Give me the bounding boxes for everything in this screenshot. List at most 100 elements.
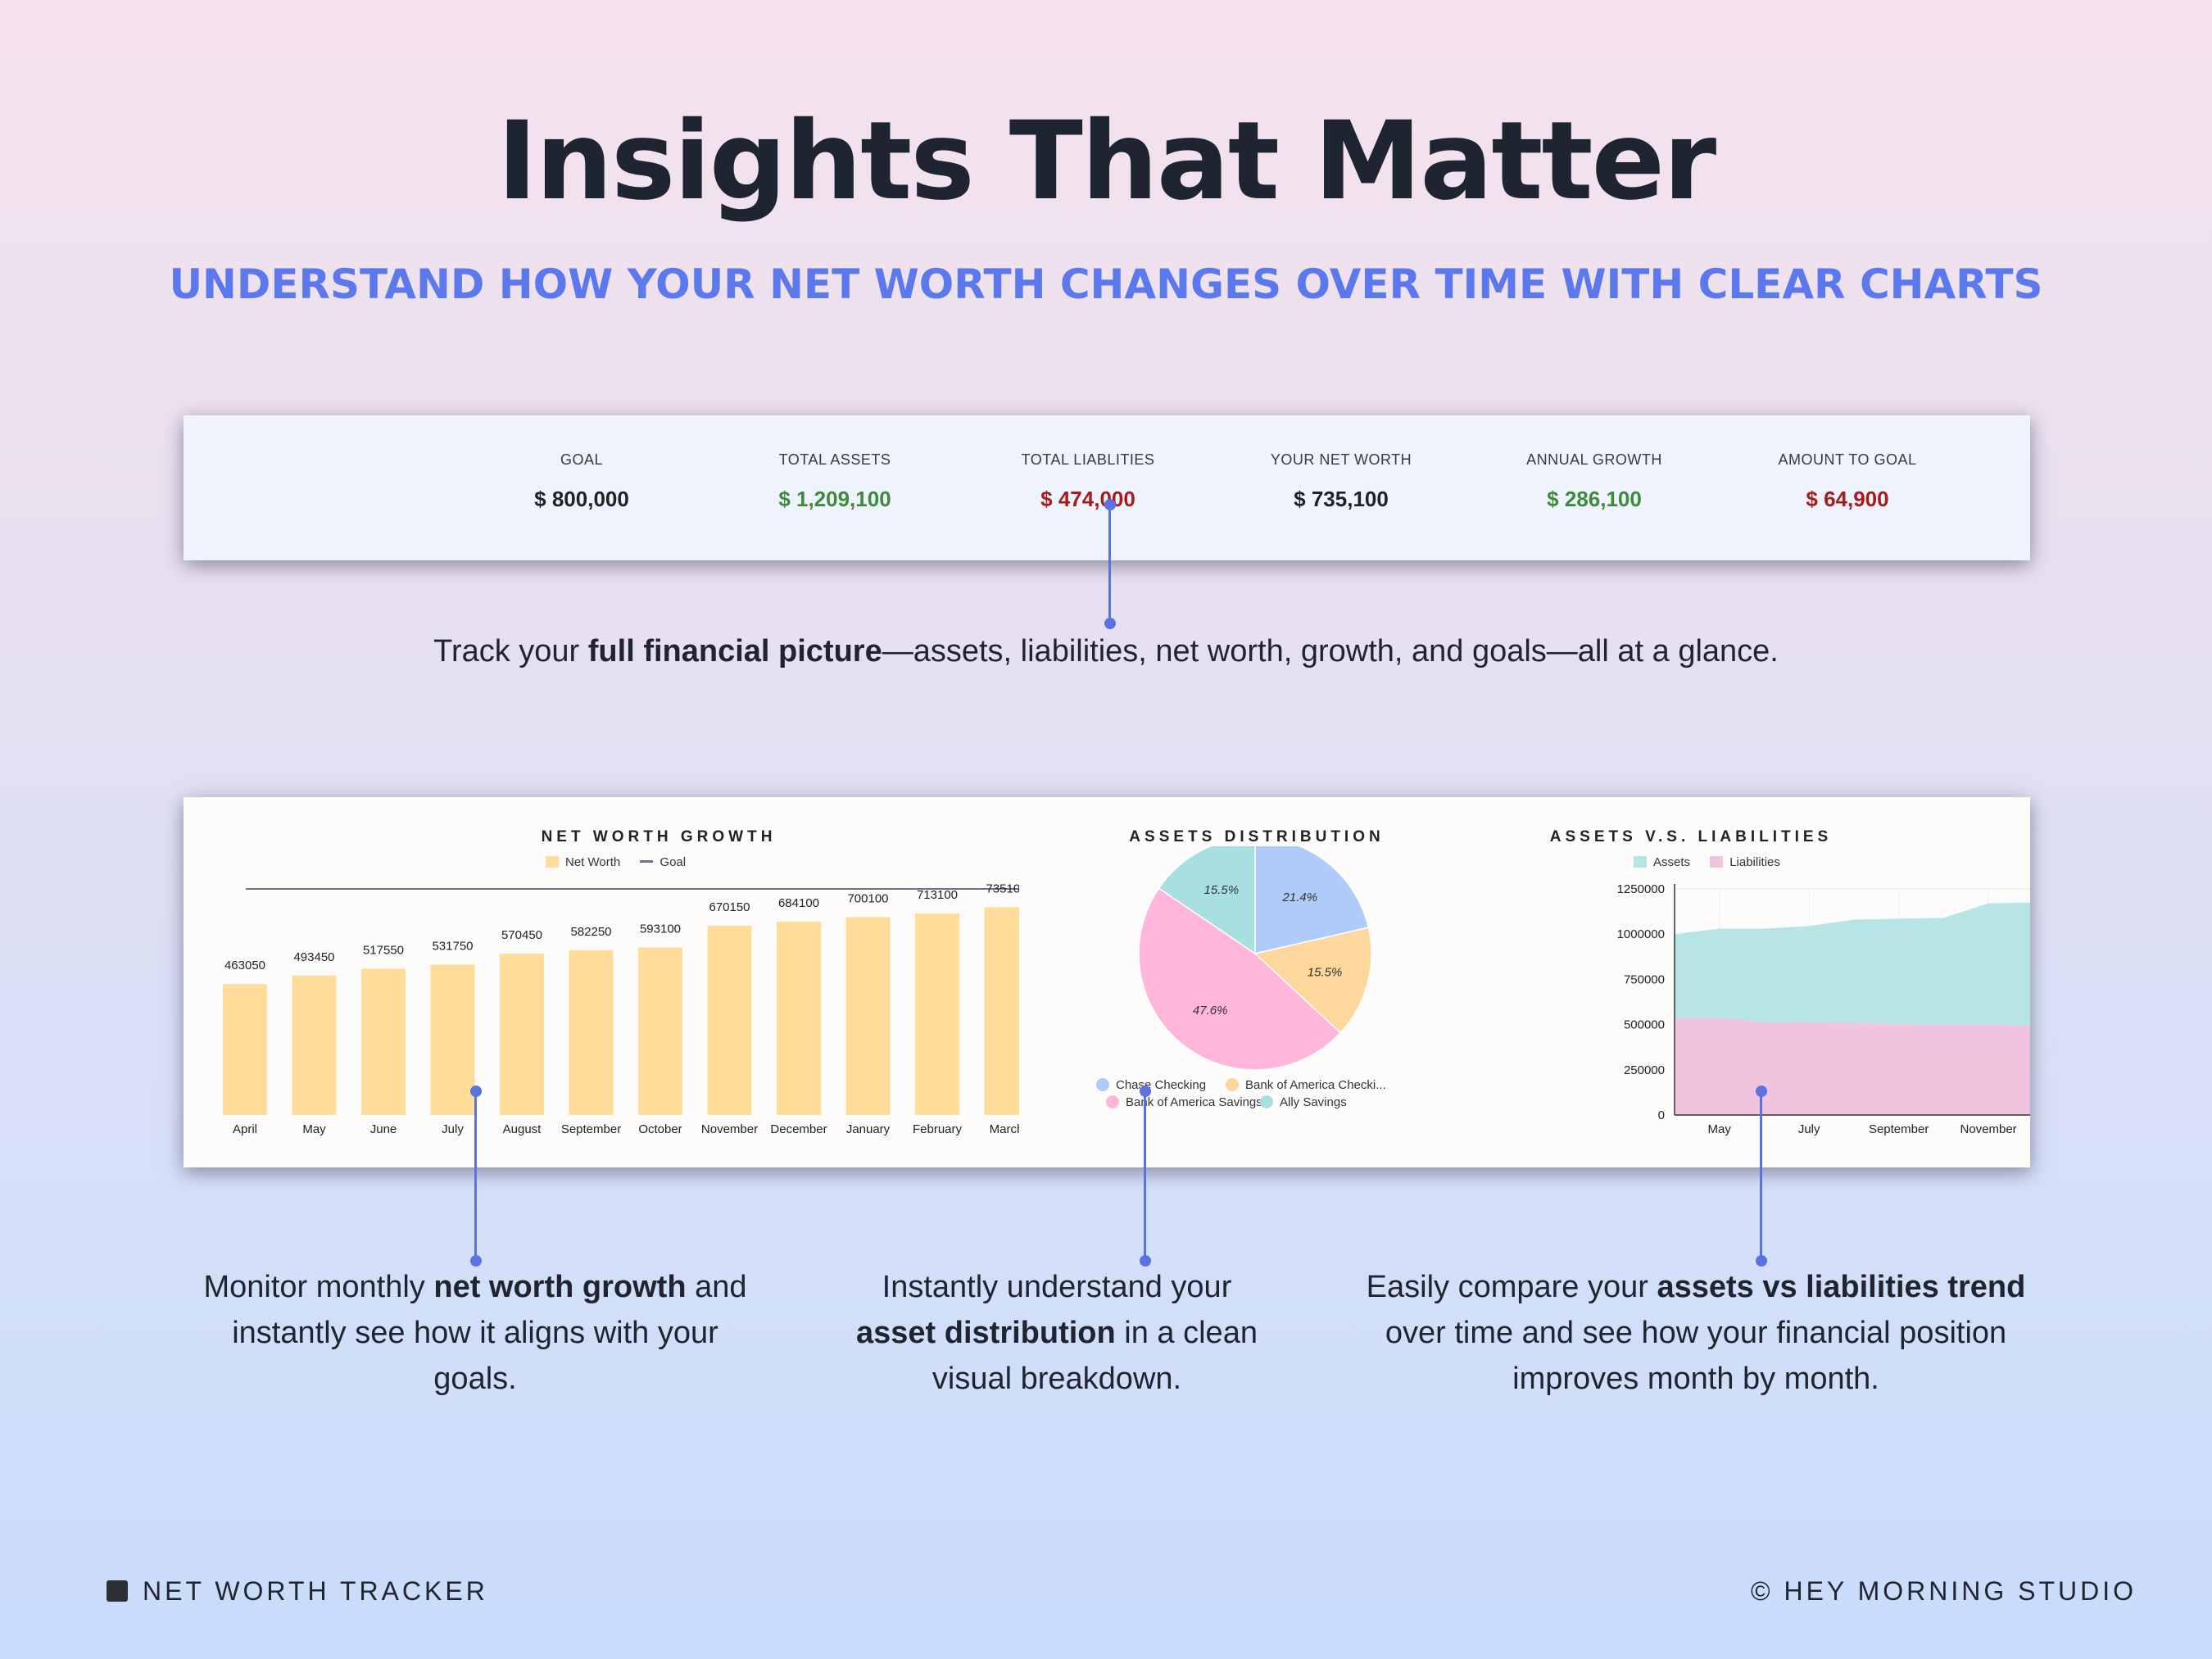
footer-copyright: © HEY MORNING STUDIO [1750, 1576, 2137, 1606]
x-tick-label: June [370, 1122, 397, 1136]
kpi-label: GOAL [560, 451, 604, 468]
caption-text: Monitor monthly [203, 1270, 434, 1304]
legend-dot [1106, 1095, 1119, 1108]
assets-distribution-title: ASSETS DISTRIBUTION [1129, 828, 1385, 845]
legend-dot [1096, 1078, 1109, 1091]
assets-area [1675, 902, 2030, 1027]
page-title: Insights That Matter [496, 98, 1716, 224]
bar [430, 964, 475, 1115]
pie-slice-label: 15.5% [1204, 883, 1240, 897]
bar-value-label: 735100 [986, 882, 1019, 895]
callout-dot [1104, 618, 1116, 629]
caption-text: Track your [433, 634, 588, 669]
caption-text: and instantly see how it aligns with you… [232, 1270, 747, 1396]
legend-swatch [640, 860, 654, 863]
callout-line [1144, 1091, 1146, 1261]
assets-pie-chart: 21.4% 15.5% 47.6% 15.5% Chase Checking Bank o… [1096, 846, 1386, 1109]
bar-value-label: 570450 [501, 928, 542, 942]
caption-text: —assets, liabilities, net worth, growth,… [882, 634, 1779, 669]
legend-dot [1260, 1095, 1273, 1108]
y-tick-label: 1250000 [1617, 882, 1665, 896]
assets-liabilities-area-chart: 0 250000 500000 750000 1000000 1250000 May July… [1617, 882, 2030, 1136]
x-tick-label: July [442, 1122, 464, 1136]
kpi-caption: Track your full financial picture—assets… [164, 628, 2048, 674]
legend-label: Assets [1653, 855, 1691, 869]
growth-caption: Monitor monthly net worth growth and ins… [188, 1264, 762, 1402]
kpi-net-worth: YOUR NET WORTH $ 735,100 [1218, 451, 1464, 512]
net-worth-bar-chart: 463050 April 493450 May 517550 June 531750 July… [223, 882, 1019, 1136]
caption-emphasis: net worth growth [433, 1270, 687, 1304]
bar-value-label: 531750 [432, 940, 473, 954]
net-worth-growth-title: NET WORTH GROWTH [541, 828, 777, 845]
kpi-summary-card: GOAL $ 800,000 TOTAL ASSETS $ 1,209,100 … [184, 415, 2030, 560]
bar [638, 947, 682, 1115]
trend-caption: Easily compare your assets vs liabilitie… [1360, 1264, 2032, 1402]
x-tick-label: March [990, 1122, 1019, 1136]
charts-card: NET WORTH GROWTH Net Worth Goal 463050 Ap… [184, 797, 2030, 1167]
bar-value-label: 670150 [709, 900, 750, 914]
net-worth-legend: Net Worth Goal [546, 855, 686, 869]
callout-dot [1140, 1255, 1151, 1267]
kpi-value: $ 474,000 [1040, 487, 1135, 511]
bar [915, 913, 959, 1115]
footer-brand-label: NET WORTH TRACKER [143, 1576, 488, 1606]
x-tick-label: April [233, 1122, 257, 1136]
kpi-total-assets: TOTAL ASSETS $ 1,209,100 [712, 451, 958, 512]
y-tick-label: 1000000 [1617, 927, 1665, 941]
kpi-label: ANNUAL GROWTH [1526, 451, 1662, 468]
pie-slice-label: 15.5% [1308, 966, 1343, 980]
bar [984, 907, 1019, 1115]
bar [223, 984, 267, 1115]
legend-label: Ally Savings [1280, 1095, 1347, 1109]
kpi-total-liabilities: TOTAL LIABLITIES $ 474,000 [965, 451, 1211, 512]
bar-value-label: 463050 [224, 959, 265, 972]
kpi-label: TOTAL LIABLITIES [1021, 451, 1155, 468]
kpi-amount-to-goal: AMOUNT TO GOAL $ 64,900 [1725, 451, 1970, 512]
caption-text: in a clean visual breakdown. [931, 1316, 1258, 1396]
pie-slice [1254, 846, 1370, 954]
kpi-value: $ 800,000 [534, 487, 629, 511]
caption-emphasis: asset distribution [856, 1316, 1116, 1350]
x-tick-label: January [846, 1122, 891, 1136]
page-subtitle: UNDERSTAND HOW YOUR NET WORTH CHANGES OV… [169, 261, 2043, 308]
bar [707, 925, 752, 1115]
footer-brand: NET WORTH TRACKER [107, 1576, 488, 1607]
pie-slice-label: 47.6% [1193, 1004, 1228, 1018]
caption-emphasis: assets vs liabilities trend [1657, 1270, 2026, 1304]
x-tick-label: October [638, 1122, 682, 1136]
bar-value-label: 593100 [640, 922, 681, 936]
bar-value-label: 700100 [847, 891, 888, 905]
legend-label: Goal [660, 855, 687, 869]
x-tick-label: November [701, 1122, 758, 1136]
bar-value-label: 493450 [293, 950, 334, 964]
x-tick-label: December [770, 1122, 827, 1136]
legend-swatch [546, 856, 559, 868]
square-icon [107, 1580, 128, 1602]
y-tick-label: 750000 [1624, 972, 1665, 986]
callout-dot [470, 1255, 482, 1267]
legend-label: Chase Checking [1116, 1078, 1206, 1092]
x-tick-label: November [1960, 1122, 2016, 1136]
kpi-annual-growth: ANNUAL GROWTH $ 286,100 [1471, 451, 1717, 512]
bar [569, 950, 614, 1115]
bar [361, 968, 406, 1115]
assets-vs-liabilities-title: ASSETS V.S. LIABILITIES [1549, 828, 1833, 845]
y-tick-label: 500000 [1624, 1018, 1665, 1032]
bar-value-label: 582250 [570, 925, 611, 939]
kpi-label: YOUR NET WORTH [1270, 451, 1412, 468]
bar [292, 975, 337, 1115]
caption-emphasis: full financial picture [587, 634, 882, 669]
pie-slice [1253, 927, 1372, 1034]
x-tick-label: May [302, 1122, 326, 1136]
x-tick-label: September [561, 1122, 621, 1136]
x-tick-label: August [503, 1122, 542, 1136]
kpi-goal: GOAL $ 800,000 [459, 451, 705, 512]
kpi-value: $ 64,900 [1806, 487, 1889, 511]
legend-dot [1226, 1078, 1239, 1091]
x-tick-label: May [1708, 1122, 1732, 1136]
caption-text: Easily compare your [1366, 1270, 1657, 1304]
x-tick-label: February [913, 1122, 963, 1136]
y-tick-label: 250000 [1624, 1063, 1665, 1077]
callout-line [474, 1091, 477, 1261]
callout-line [1760, 1091, 1762, 1261]
